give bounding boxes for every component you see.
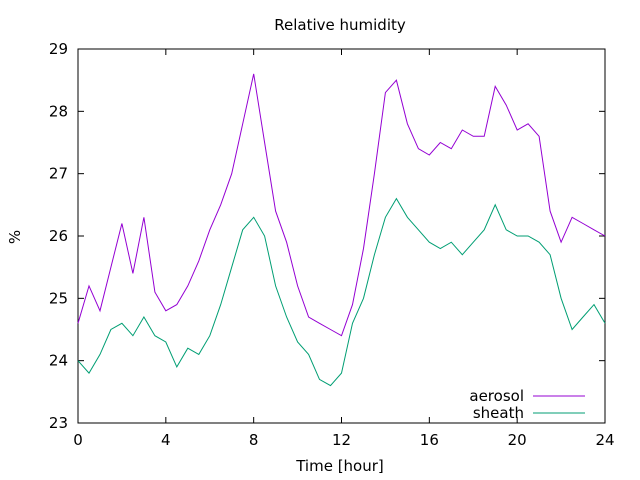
- legend-label-sheath: sheath: [473, 404, 524, 422]
- x-axis-label: Time [hour]: [295, 457, 384, 475]
- series-line-sheath: [77, 197, 606, 387]
- y-tick-label: 23: [49, 414, 68, 432]
- series-line-aerosol: [77, 73, 606, 337]
- axis-ticks: 0 4 8 12 16 20 24 23 24 25 26 27 28 29: [49, 40, 615, 449]
- chart-title: Relative humidity: [274, 16, 406, 34]
- series-layer: [77, 73, 606, 387]
- y-tick-label: 27: [49, 165, 68, 183]
- y-tick-label: 25: [49, 289, 68, 307]
- y-tick-label: 28: [49, 102, 68, 120]
- x-tick-label: 12: [332, 431, 351, 449]
- y-axis-label: %: [6, 230, 24, 244]
- legend-label-aerosol: aerosol: [469, 387, 524, 405]
- y-tick-label: 24: [49, 352, 68, 370]
- x-tick-label: 20: [508, 431, 527, 449]
- x-tick-label: 8: [249, 431, 259, 449]
- x-tick-label: 16: [420, 431, 439, 449]
- x-tick-label: 0: [73, 431, 83, 449]
- y-tick-label: 26: [49, 227, 68, 245]
- x-tick-label: 24: [595, 431, 614, 449]
- y-tick-label: 29: [49, 40, 68, 58]
- x-tick-label: 4: [161, 431, 171, 449]
